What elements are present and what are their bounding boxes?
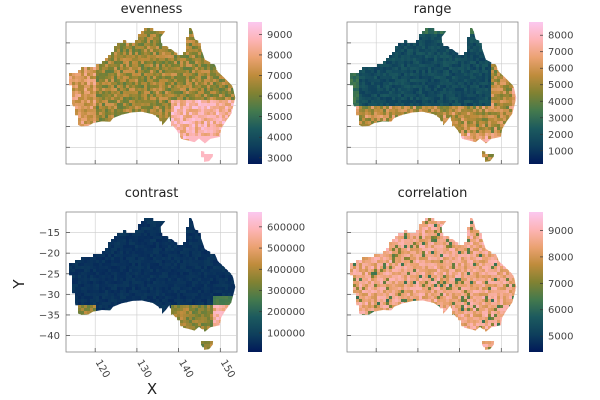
y-tick-label: −25 xyxy=(39,269,60,280)
y-axis-title: Y xyxy=(10,279,28,290)
colorbar-tick-label: 7000 xyxy=(267,71,292,82)
colorbar-tick-label: 5000 xyxy=(267,112,292,123)
colorbar: 1000 2000 3000 4000 5000 6000 7000 8000 xyxy=(529,22,573,164)
map-raster xyxy=(350,28,518,163)
colorbar-gradient xyxy=(248,212,262,352)
panel-correlation: correlation 5000 6000 7000 8000 9000 xyxy=(347,186,573,352)
panel-evenness: evenness 3000 4000 5000 6000 7000 8000 9000 xyxy=(66,2,292,164)
colorbar-tick-label: 7000 xyxy=(548,47,573,58)
colorbar: 3000 4000 5000 6000 7000 8000 9000 xyxy=(248,22,292,164)
panel-title: contrast xyxy=(125,186,179,201)
colorbar-gradient xyxy=(529,22,543,164)
panel-range: range 1000 2000 3000 4000 5000 6000 7000 8000 xyxy=(347,2,573,164)
colorbar-tick-label: 500000 xyxy=(267,244,305,255)
colorbar-tick-label: 100000 xyxy=(267,328,305,339)
colorbar: 100000 200000 300000 400000 500000 600000 xyxy=(248,212,305,352)
colorbar-tick-label: 2000 xyxy=(548,130,573,141)
colorbar: 5000 6000 7000 8000 9000 xyxy=(529,212,573,352)
colorbar-tick-label: 8000 xyxy=(267,50,292,61)
map-raster xyxy=(69,28,237,163)
colorbar-tick-label: 9000 xyxy=(548,226,573,237)
colorbar-tick-label: 1000 xyxy=(548,146,573,157)
panel-title: correlation xyxy=(398,186,468,201)
colorbar-tick-label: 400000 xyxy=(267,265,305,276)
colorbar-tick-label: 5000 xyxy=(548,332,573,343)
colorbar-tick-label: 200000 xyxy=(267,307,305,318)
x-tick-label: 130 xyxy=(134,358,153,380)
colorbar-tick-label: 300000 xyxy=(267,286,305,297)
y-tick-label: −40 xyxy=(39,331,60,342)
y-tick-label: −15 xyxy=(39,228,60,239)
x-tick-label: 150 xyxy=(218,358,237,380)
colorbar-tick-label: 9000 xyxy=(267,30,292,41)
colorbar-tick-label: 6000 xyxy=(267,92,292,103)
y-tick-label: −20 xyxy=(39,249,60,260)
colorbar-tick-label: 8000 xyxy=(548,252,573,263)
colorbar-tick-label: 6000 xyxy=(548,305,573,316)
panel-title: evenness xyxy=(121,2,183,17)
colorbar-tick-label: 600000 xyxy=(267,222,305,233)
y-tick-label: −30 xyxy=(39,290,60,301)
panel-contrast: contrast 100000 200000 300000 400000 500000 6… xyxy=(39,186,305,380)
x-tick-label: 140 xyxy=(176,358,195,380)
map-raster xyxy=(350,218,518,350)
colorbar-tick-label: 8000 xyxy=(548,31,573,42)
map-raster xyxy=(69,218,237,350)
colorbar-tick-label: 5000 xyxy=(548,80,573,91)
colorbar-tick-label: 4000 xyxy=(267,133,292,144)
colorbar-tick-label: 3000 xyxy=(267,153,292,164)
panel-title: range xyxy=(414,2,452,17)
colorbar-tick-label: 4000 xyxy=(548,97,573,108)
colorbar-tick-label: 7000 xyxy=(548,279,573,290)
colorbar-tick-label: 6000 xyxy=(548,64,573,75)
colorbar-tick-label: 3000 xyxy=(548,113,573,124)
colorbar-gradient xyxy=(529,212,543,352)
y-tick-label: −35 xyxy=(39,310,60,321)
x-tick-label: 120 xyxy=(93,358,112,380)
colorbar-gradient xyxy=(248,22,262,164)
x-axis-title: X xyxy=(147,380,157,398)
